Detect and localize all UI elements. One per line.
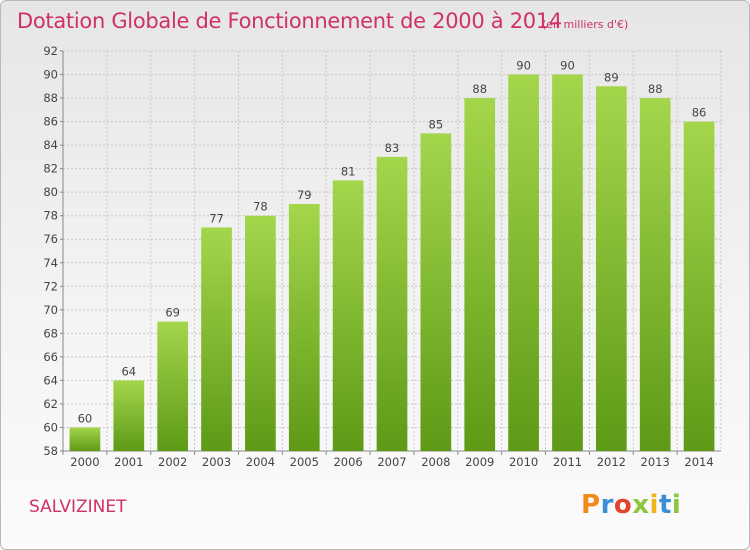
bar-2002 [157, 321, 189, 451]
x-tick-label-2012: 2012 [597, 455, 626, 469]
x-tick-label-2001: 2001 [114, 455, 143, 469]
x-tick-label-2000: 2000 [70, 455, 99, 469]
y-tick-label: 62 [43, 397, 58, 411]
data-label-2004: 78 [253, 200, 268, 214]
x-tick-label-2006: 2006 [333, 455, 362, 469]
bar-2010 [508, 74, 539, 451]
y-tick-label: 88 [43, 91, 58, 105]
data-label-2013: 88 [648, 82, 663, 96]
y-tick-label: 78 [43, 209, 58, 223]
bar-2006 [332, 180, 364, 452]
data-label-2011: 90 [560, 59, 575, 73]
y-tick-label: 60 [43, 420, 58, 434]
x-tick-label-2011: 2011 [553, 455, 582, 469]
y-tick-label: 76 [43, 232, 58, 246]
data-label-2007: 83 [385, 141, 400, 155]
chart-unit: (en milliers d'€) [542, 18, 629, 31]
data-label-2009: 88 [472, 82, 487, 96]
x-tick-label-2009: 2009 [465, 455, 494, 469]
data-label-2008: 85 [429, 117, 444, 131]
x-tick-label-2010: 2010 [509, 455, 538, 469]
x-tick-label-2014: 2014 [684, 455, 713, 469]
data-label-2010: 90 [516, 59, 531, 73]
bar-2014 [683, 121, 715, 452]
x-tick-label-2013: 2013 [641, 455, 670, 469]
labels: 58 60 62 64 66 68 70 72 74 76 78 80 82 84 86 88 90 92 60 20… [43, 44, 713, 469]
bar-2000 [69, 427, 101, 451]
y-tick-label: 64 [43, 373, 58, 387]
y-tick-label: 72 [43, 279, 58, 293]
x-tick-label-2007: 2007 [377, 455, 406, 469]
y-tick-label: 92 [43, 44, 58, 58]
y-tick-label: 58 [43, 444, 58, 458]
y-tick-label: 80 [43, 185, 58, 199]
y-tick-label: 90 [43, 68, 58, 82]
bar-2011 [552, 74, 583, 451]
data-label-2002: 69 [165, 306, 180, 320]
y-tick-label: 66 [43, 350, 58, 364]
data-label-2000: 60 [78, 411, 93, 425]
y-tick-label: 70 [43, 303, 58, 317]
y-tick-label: 68 [43, 326, 58, 340]
bar-2009 [464, 98, 496, 451]
y-tick-label: 84 [43, 138, 58, 152]
data-label-2014: 86 [692, 106, 707, 120]
x-tick-label-2004: 2004 [246, 455, 275, 469]
bar-2004 [245, 215, 276, 451]
data-label-2012: 89 [604, 70, 619, 84]
bar-2003 [201, 227, 232, 451]
y-tick-label: 74 [43, 256, 58, 270]
data-label-2006: 81 [341, 164, 356, 178]
x-tick-label-2002: 2002 [158, 455, 187, 469]
bar-2013 [639, 98, 671, 451]
proxiti-logo: Proxiti [581, 490, 682, 520]
bar-2007 [376, 156, 408, 451]
x-tick-label-2003: 2003 [202, 455, 231, 469]
commune-name: SALVIZINET [29, 497, 127, 517]
data-label-2005: 79 [297, 188, 312, 202]
y-tick-label: 86 [43, 115, 58, 129]
x-tick-label-2005: 2005 [290, 455, 319, 469]
y-tick-label: 82 [43, 162, 58, 176]
bars [69, 74, 715, 452]
bar-2001 [113, 380, 145, 451]
chart-title: Dotation Globale de Fonctionnement de 20… [17, 9, 562, 33]
data-label-2003: 77 [209, 211, 224, 225]
bar-2005 [288, 203, 320, 451]
bar-2012 [595, 86, 627, 451]
data-label-2001: 64 [121, 364, 136, 378]
x-tick-label-2008: 2008 [421, 455, 450, 469]
bar-2008 [420, 133, 452, 451]
